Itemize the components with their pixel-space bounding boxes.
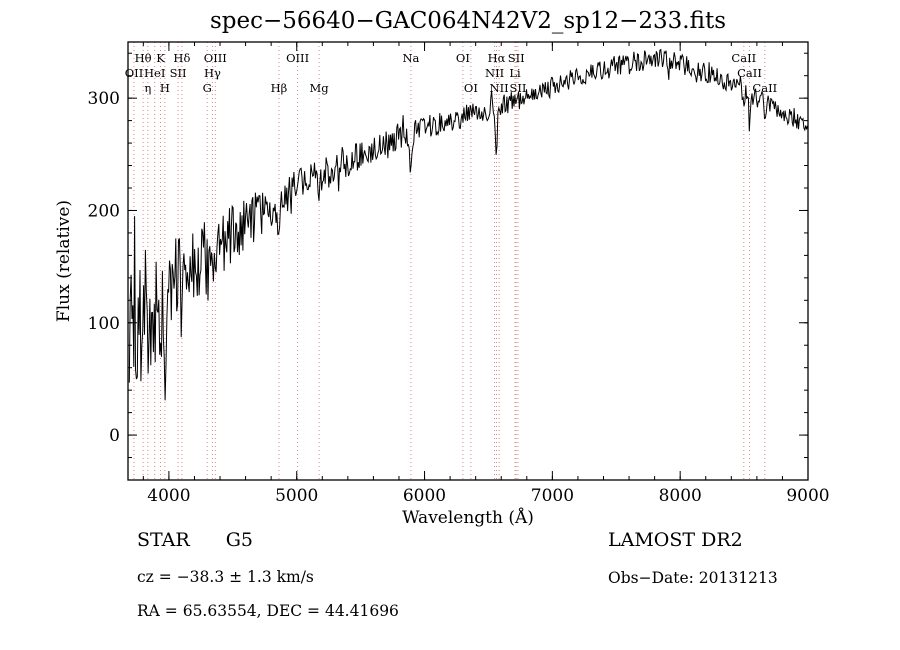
x-tick-label: 7000 — [531, 486, 574, 506]
spectral-line-label: K — [156, 51, 165, 65]
object-class-line: STAR G5 — [137, 529, 253, 551]
spectral-line-label: Hα — [488, 51, 506, 65]
y-tick-label: 200 — [88, 202, 120, 222]
spectral-line-label: OI — [464, 81, 478, 95]
spectral-line-label: Na — [402, 51, 419, 65]
spectral-line-label: Mg — [310, 81, 330, 95]
x-tick-label: 4000 — [147, 486, 190, 506]
spectral-line-markers — [133, 42, 766, 480]
obs-date-line: Obs−Date: 20131213 — [608, 569, 778, 587]
y-tick-label: 0 — [109, 426, 120, 446]
x-tick-label: 6000 — [403, 486, 446, 506]
survey-label: LAMOST DR2 — [608, 529, 743, 551]
spectral-line-label: SII — [170, 66, 187, 80]
spectral-line-label: H — [160, 81, 170, 95]
plot-title: spec−56640−GAC064N42V2_sp12−233.fits — [209, 8, 726, 34]
x-axis-label: Wavelength (Å) — [402, 508, 534, 528]
ra-dec-line: RA = 65.63554, DEC = 44.41696 — [137, 602, 399, 620]
axis-tick-labels: 4000 5000 6000 7000 8000 9000 0 100 200 300 — [88, 89, 830, 506]
spectral-line-label: Hδ — [173, 51, 190, 65]
x-tick-label: 8000 — [659, 486, 702, 506]
spectral-line-label: Hγ — [204, 66, 221, 80]
spectral-line-label: HeI — [144, 66, 165, 80]
spectral-line-label: OII — [125, 66, 144, 80]
plot-border — [127, 41, 809, 481]
spectral-line-label: OIII — [204, 51, 227, 65]
y-tick-label: 300 — [88, 89, 120, 109]
spectral-line-label: Hθ — [135, 51, 152, 65]
spectral-line-label: G — [203, 81, 212, 95]
object-subclass-label: G5 — [225, 529, 253, 551]
spectral-line-label: OI — [456, 51, 470, 65]
spectral-line-label: Li — [509, 66, 521, 80]
x-tick-label: 5000 — [275, 486, 318, 506]
y-tick-label: 100 — [88, 314, 120, 334]
spectral-line-label: OIII — [286, 51, 309, 65]
spectral-line-label: Hβ — [271, 81, 288, 95]
spectral-line-label: CaII — [731, 51, 756, 65]
object-type-label: STAR — [137, 529, 190, 551]
y-axis-label: Flux (relative) — [54, 199, 74, 323]
spectral-line-label: CaII — [752, 81, 777, 95]
spectral-line-label: η — [144, 81, 151, 95]
radial-velocity-line: cz = −38.3 ± 1.3 km/s — [137, 568, 314, 586]
spectral-line-label: SII — [508, 51, 525, 65]
x-tick-label: 9000 — [786, 486, 829, 506]
axis-ticks — [128, 42, 809, 481]
spectral-line-label: NII — [485, 66, 504, 80]
spectrum-line — [128, 48, 808, 401]
spectral-line-label: CaII — [737, 66, 762, 80]
spectral-line-label: SII — [510, 81, 527, 95]
spectral-line-label: NII — [490, 81, 509, 95]
